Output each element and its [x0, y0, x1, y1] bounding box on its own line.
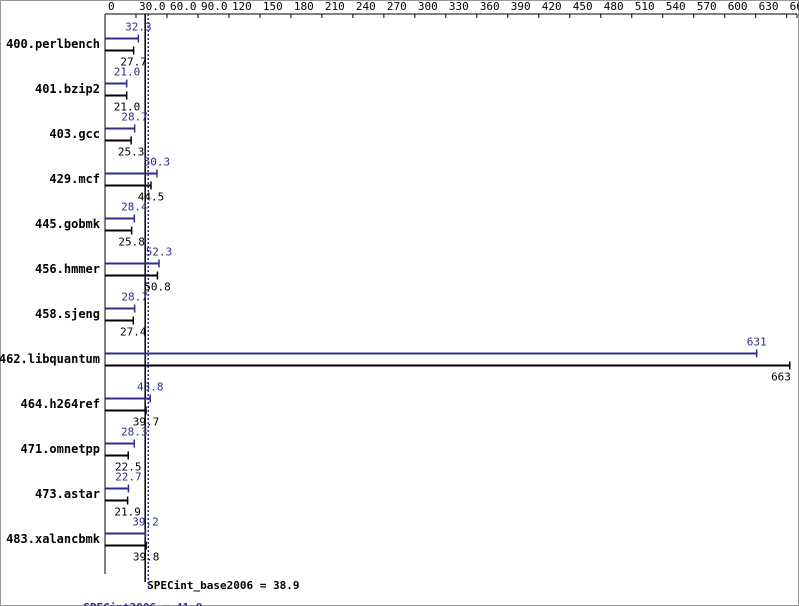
value-label: 631: [747, 336, 767, 349]
reference-label: SPECint_base2006 = 38.9: [147, 579, 299, 592]
category-label: 456.hmmer: [35, 262, 100, 276]
x-tick-label: 30.0: [139, 0, 166, 13]
x-tick-label: 630: [759, 0, 779, 13]
category-label: 483.xalancbmk: [6, 532, 101, 546]
x-tick-label: 60.0: [170, 0, 197, 13]
x-tick-label: 600: [728, 0, 748, 13]
x-tick-label: 570: [697, 0, 717, 13]
value-label: 663: [771, 371, 791, 384]
value-label: 39.2: [132, 516, 159, 529]
value-label: 50.3: [144, 156, 171, 169]
value-label: 25.3: [118, 146, 145, 159]
value-label: 28.7: [121, 291, 148, 304]
value-label: 39.8: [133, 551, 160, 564]
value-label: 22.7: [115, 471, 142, 484]
value-label: 25.8: [118, 236, 145, 249]
x-tick-label: 0: [108, 0, 115, 13]
category-label: 400.perlbench: [6, 37, 100, 51]
category-label: 445.gobmk: [35, 217, 101, 231]
x-tick-label: 180: [294, 0, 314, 13]
category-label: 458.sjeng: [35, 307, 100, 321]
x-tick-label: 360: [480, 0, 500, 13]
category-label: 473.astar: [35, 487, 100, 501]
x-tick-label: 420: [542, 0, 562, 13]
value-label: 27.7: [120, 56, 147, 69]
category-label: 401.bzip2: [35, 82, 100, 96]
x-tick-label: 540: [666, 0, 686, 13]
x-tick-label: 300: [418, 0, 438, 13]
category-label: 471.omnetpp: [21, 442, 100, 456]
x-tick-label: 120: [232, 0, 252, 13]
value-label: 21.0: [114, 101, 141, 114]
value-label: 27.4: [120, 326, 147, 339]
x-tick-label: 510: [635, 0, 655, 13]
value-label: 22.5: [115, 461, 142, 474]
value-label: 43.8: [137, 381, 164, 394]
value-label: 32.3: [125, 21, 152, 34]
value-label: 39.7: [133, 416, 160, 429]
x-tick-label: 240: [356, 0, 376, 13]
x-tick-label: 660: [790, 0, 799, 13]
category-label: 462.libquantum: [0, 352, 100, 366]
value-label: 52.3: [146, 246, 173, 259]
category-label: 464.h264ref: [21, 397, 100, 411]
value-label: 50.8: [144, 281, 171, 294]
value-label: 28.4: [121, 201, 148, 214]
x-tick-label: 270: [387, 0, 407, 13]
x-tick-label: 480: [604, 0, 624, 13]
x-tick-label: 390: [511, 0, 531, 13]
category-label: 403.gcc: [49, 127, 100, 141]
x-tick-label: 150: [263, 0, 283, 13]
value-label: 21.9: [114, 506, 141, 519]
x-tick-label: 330: [449, 0, 469, 13]
x-tick-label: 90.0: [201, 0, 228, 13]
value-label: 28.3: [121, 426, 148, 439]
value-label: 44.5: [138, 191, 165, 204]
value-label: 21.0: [114, 66, 141, 79]
value-label: 28.7: [121, 111, 148, 124]
x-tick-label: 450: [573, 0, 593, 13]
x-tick-label: 210: [325, 0, 345, 13]
category-label: 429.mcf: [49, 172, 100, 186]
reference-label: SPECint2006 = 41.9: [83, 601, 202, 606]
